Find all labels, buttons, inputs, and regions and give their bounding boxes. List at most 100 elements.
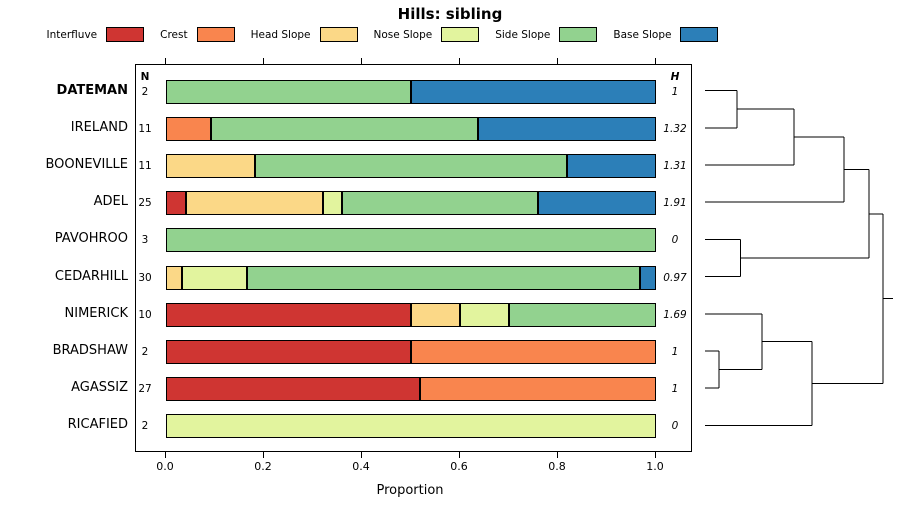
legend-item-interfluve: Interfluve	[47, 27, 145, 42]
base-slope-swatch	[680, 27, 719, 42]
bar-ireland-crest	[166, 116, 211, 141]
row-label-booneville: BOONEVILLE	[45, 157, 128, 172]
legend-label-nose-slope: Nose Slope	[373, 28, 433, 41]
bar-nimerick-head-slope	[411, 302, 460, 327]
x-tick-top	[360, 58, 362, 64]
x-tick-bottom	[262, 452, 264, 458]
bar-booneville-side-slope	[255, 154, 567, 178]
row-label-cedarhill: CEDARHILL	[54, 268, 128, 284]
legend-item-head-slope: Head Slope	[251, 27, 358, 42]
x-tick-top	[556, 58, 558, 64]
bar-nimerick-nose-slope	[460, 302, 509, 327]
row-label-pavohroo: PAVOHROO	[54, 231, 128, 247]
bar-ricafied-nose-slope	[166, 414, 656, 439]
bar-agassiz-interfluve	[166, 377, 421, 402]
bar-cedarhill-head-slope	[166, 265, 183, 290]
legend-label-base-slope: Base Slope	[613, 28, 672, 41]
legend: Interfluve Crest Head Slope Nose Slope Side …	[25, 27, 740, 42]
row-label-nimerick: NIMERICK	[64, 305, 128, 321]
interfluve-swatch	[106, 27, 145, 42]
legend-label-interfluve: Interfluve	[46, 28, 98, 41]
legend-item-base-slope: Base Slope	[613, 27, 719, 42]
bar-dateman-base-slope	[411, 79, 656, 104]
n-value-booneville: 11	[138, 160, 152, 172]
h-value-agassiz: 1	[671, 383, 679, 396]
bar-nimerick-interfluve	[166, 302, 411, 327]
bar-adel-head-slope	[185, 191, 323, 216]
bar-adel-base-slope	[538, 191, 656, 216]
x-tick-label: 0.6	[450, 460, 468, 473]
n-value-agassiz: 27	[138, 383, 152, 396]
h-value-adel: 1.91	[663, 197, 687, 210]
crest-swatch	[196, 27, 235, 42]
x-tick-bottom	[654, 452, 656, 458]
dendrogram	[705, 90, 893, 426]
n-value-adel: 25	[138, 197, 152, 210]
bar-pavohroo-side-slope	[166, 228, 656, 253]
h-value-ireland: 1.32	[663, 122, 687, 135]
bar-cedarhill-base-slope	[639, 265, 656, 290]
bar-nimerick-side-slope	[509, 302, 656, 327]
h-value-cedarhill: 0.97	[663, 271, 687, 284]
n-column-header: N	[140, 71, 150, 83]
x-tick-label: 0.8	[548, 460, 566, 473]
row-label-ireland: IRELAND	[70, 119, 128, 135]
bar-ireland-base-slope	[477, 116, 656, 141]
n-value-ricafied: 2	[141, 420, 149, 433]
bar-agassiz-crest	[420, 377, 656, 402]
x-tick-top	[458, 58, 460, 64]
h-value-ricafied: 0	[671, 420, 679, 433]
nose-slope-swatch	[441, 27, 480, 42]
n-value-dateman: 2	[141, 85, 149, 98]
row-label-dateman: DATEMAN	[56, 82, 128, 98]
x-tick-bottom	[556, 452, 558, 458]
x-tick-bottom	[360, 452, 362, 458]
x-tick-label: 0.0	[156, 460, 174, 473]
legend-item-crest: Crest	[160, 27, 235, 42]
x-tick-bottom	[458, 452, 460, 458]
legend-label-head-slope: Head Slope	[250, 28, 311, 41]
h-value-dateman: 1	[671, 85, 679, 98]
n-value-ireland: 11	[138, 122, 152, 135]
row-label-adel: ADEL	[93, 194, 128, 210]
plot-area: N H 2 1 11 1.32 11 1.31 25 1.91 3 0 30 0.97 10 1.69 2 1…	[135, 64, 692, 452]
row-label-agassiz: AGASSIZ	[71, 380, 128, 396]
row-label-ricafied: RICAFIED	[67, 417, 128, 433]
bar-bradshaw-crest	[411, 340, 656, 364]
bar-booneville-base-slope	[566, 154, 656, 178]
legend-label-side-slope: Side Slope	[495, 28, 551, 41]
bar-adel-nose-slope	[322, 191, 343, 216]
chart-title: Hills: sibling	[397, 5, 503, 23]
bar-adel-side-slope	[342, 191, 539, 216]
bar-ireland-side-slope	[210, 116, 478, 141]
n-value-cedarhill: 30	[138, 271, 152, 284]
n-value-bradshaw: 2	[141, 346, 149, 358]
x-tick-label: 1.0	[646, 460, 664, 473]
h-value-nimerick: 1.69	[663, 308, 687, 321]
legend-item-nose-slope: Nose Slope	[374, 27, 480, 42]
x-tick-bottom	[164, 452, 166, 458]
bar-bradshaw-interfluve	[166, 340, 411, 364]
n-value-nimerick: 10	[138, 308, 152, 321]
bar-booneville-head-slope	[166, 154, 256, 178]
x-axis-label: Proportion	[376, 483, 444, 498]
side-slope-swatch	[559, 27, 598, 42]
legend-item-side-slope: Side Slope	[495, 27, 598, 42]
h-column-header: H	[670, 71, 680, 83]
x-tick-label: 0.2	[254, 460, 272, 473]
bar-cedarhill-side-slope	[247, 265, 640, 290]
x-tick-top	[654, 58, 656, 64]
legend-label-crest: Crest	[160, 28, 188, 41]
x-tick-top	[262, 58, 264, 64]
x-tick-label: 0.4	[352, 460, 370, 473]
head-slope-swatch	[319, 27, 358, 42]
n-value-pavohroo: 3	[141, 234, 149, 247]
h-value-booneville: 1.31	[663, 160, 687, 172]
bar-adel-interfluve	[166, 191, 186, 216]
x-tick-top	[164, 58, 166, 64]
bar-cedarhill-nose-slope	[182, 265, 248, 290]
h-value-bradshaw: 1	[671, 346, 679, 358]
